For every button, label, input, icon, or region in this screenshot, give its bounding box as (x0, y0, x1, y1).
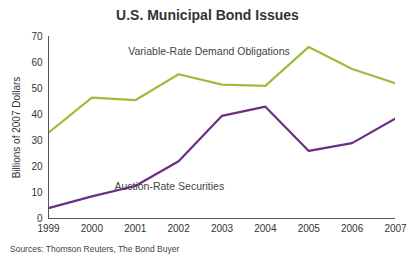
svg-text:10: 10 (31, 187, 43, 198)
svg-text:20: 20 (31, 161, 43, 172)
svg-text:Auction-Rate Securities: Auction-Rate Securities (114, 180, 224, 192)
svg-text:2002: 2002 (168, 223, 191, 234)
html-text:Sources: Thomson Reuters, The: Sources: Thomson Reuters, The Bond Buyer (10, 244, 180, 254)
svg-text:70: 70 (31, 31, 43, 42)
svg-text:2005: 2005 (298, 223, 321, 234)
svg-text:2004: 2004 (254, 223, 277, 234)
svg-text:30: 30 (31, 135, 43, 146)
svg-text:40: 40 (31, 109, 43, 120)
svg-text:2000: 2000 (81, 223, 104, 234)
svg-text:0: 0 (36, 212, 43, 224)
svg-text:Billions of 2007 Dollars: Billions of 2007 Dollars (11, 77, 22, 179)
svg-text:50: 50 (31, 83, 43, 94)
svg-text:2001: 2001 (124, 223, 147, 234)
svg-text:2003: 2003 (211, 223, 234, 234)
svg-text:2007: 2007 (384, 223, 407, 234)
svg-text:60: 60 (31, 57, 43, 68)
svg-text:1999: 1999 (37, 223, 60, 234)
svg-text:Variable-Rate Demand Obligatio: Variable-Rate Demand Obligations (128, 45, 289, 57)
html-text:U.S. Municipal Bond Issues: U.S. Municipal Bond Issues (116, 7, 299, 23)
svg-text:2006: 2006 (341, 223, 364, 234)
